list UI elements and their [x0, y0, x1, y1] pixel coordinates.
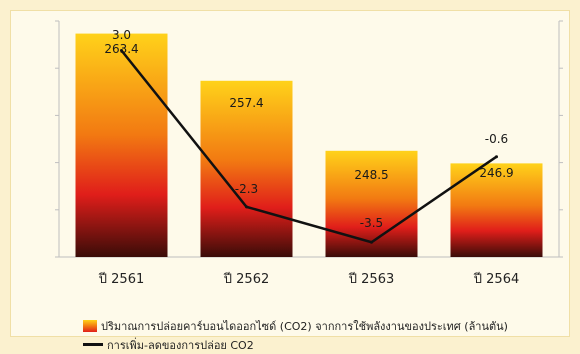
bar-3 [325, 150, 418, 257]
line-point [120, 49, 123, 52]
change-line [120, 49, 498, 244]
x-tick-label: ปี 2563 [348, 271, 394, 287]
legend-swatch-bar [83, 319, 97, 332]
x-tick-label: ปี 2562 [223, 271, 269, 287]
line-point [370, 240, 373, 244]
x-tick-label: ปี 2561 [98, 271, 144, 287]
legend-item-line: การเพิ่ม-ลดของการปล่อย CO2 [83, 335, 508, 354]
legend-swatch-line [83, 343, 103, 346]
x-tick-label: ปี 2564 [473, 271, 519, 287]
line-value-label: 3.0 [112, 28, 131, 42]
bar-value-label: 257.4 [229, 96, 263, 110]
legend-item-bars: ปริมาณการปล่อยคาร์บอนไดออกไซด์ (CO2) จาก… [83, 316, 508, 335]
line-point [245, 205, 248, 209]
line-value-label: -0.6 [485, 132, 508, 146]
line-value-label: -3.5 [360, 216, 383, 230]
bar-1 [75, 33, 168, 257]
legend-label-line: การเพิ่ม-ลดของการปล่อย CO2 [107, 338, 254, 352]
line-point [495, 155, 498, 159]
bar-value-label: 248.5 [354, 168, 388, 182]
legend: ปริมาณการปล่อยคาร์บอนไดออกไซด์ (CO2) จาก… [83, 316, 508, 354]
line-value-label: -2.3 [235, 182, 258, 196]
legend-label-bars: ปริมาณการปล่อยคาร์บอนไดออกไซด์ (CO2) จาก… [101, 319, 508, 333]
bar-value-label: 246.9 [479, 166, 513, 180]
